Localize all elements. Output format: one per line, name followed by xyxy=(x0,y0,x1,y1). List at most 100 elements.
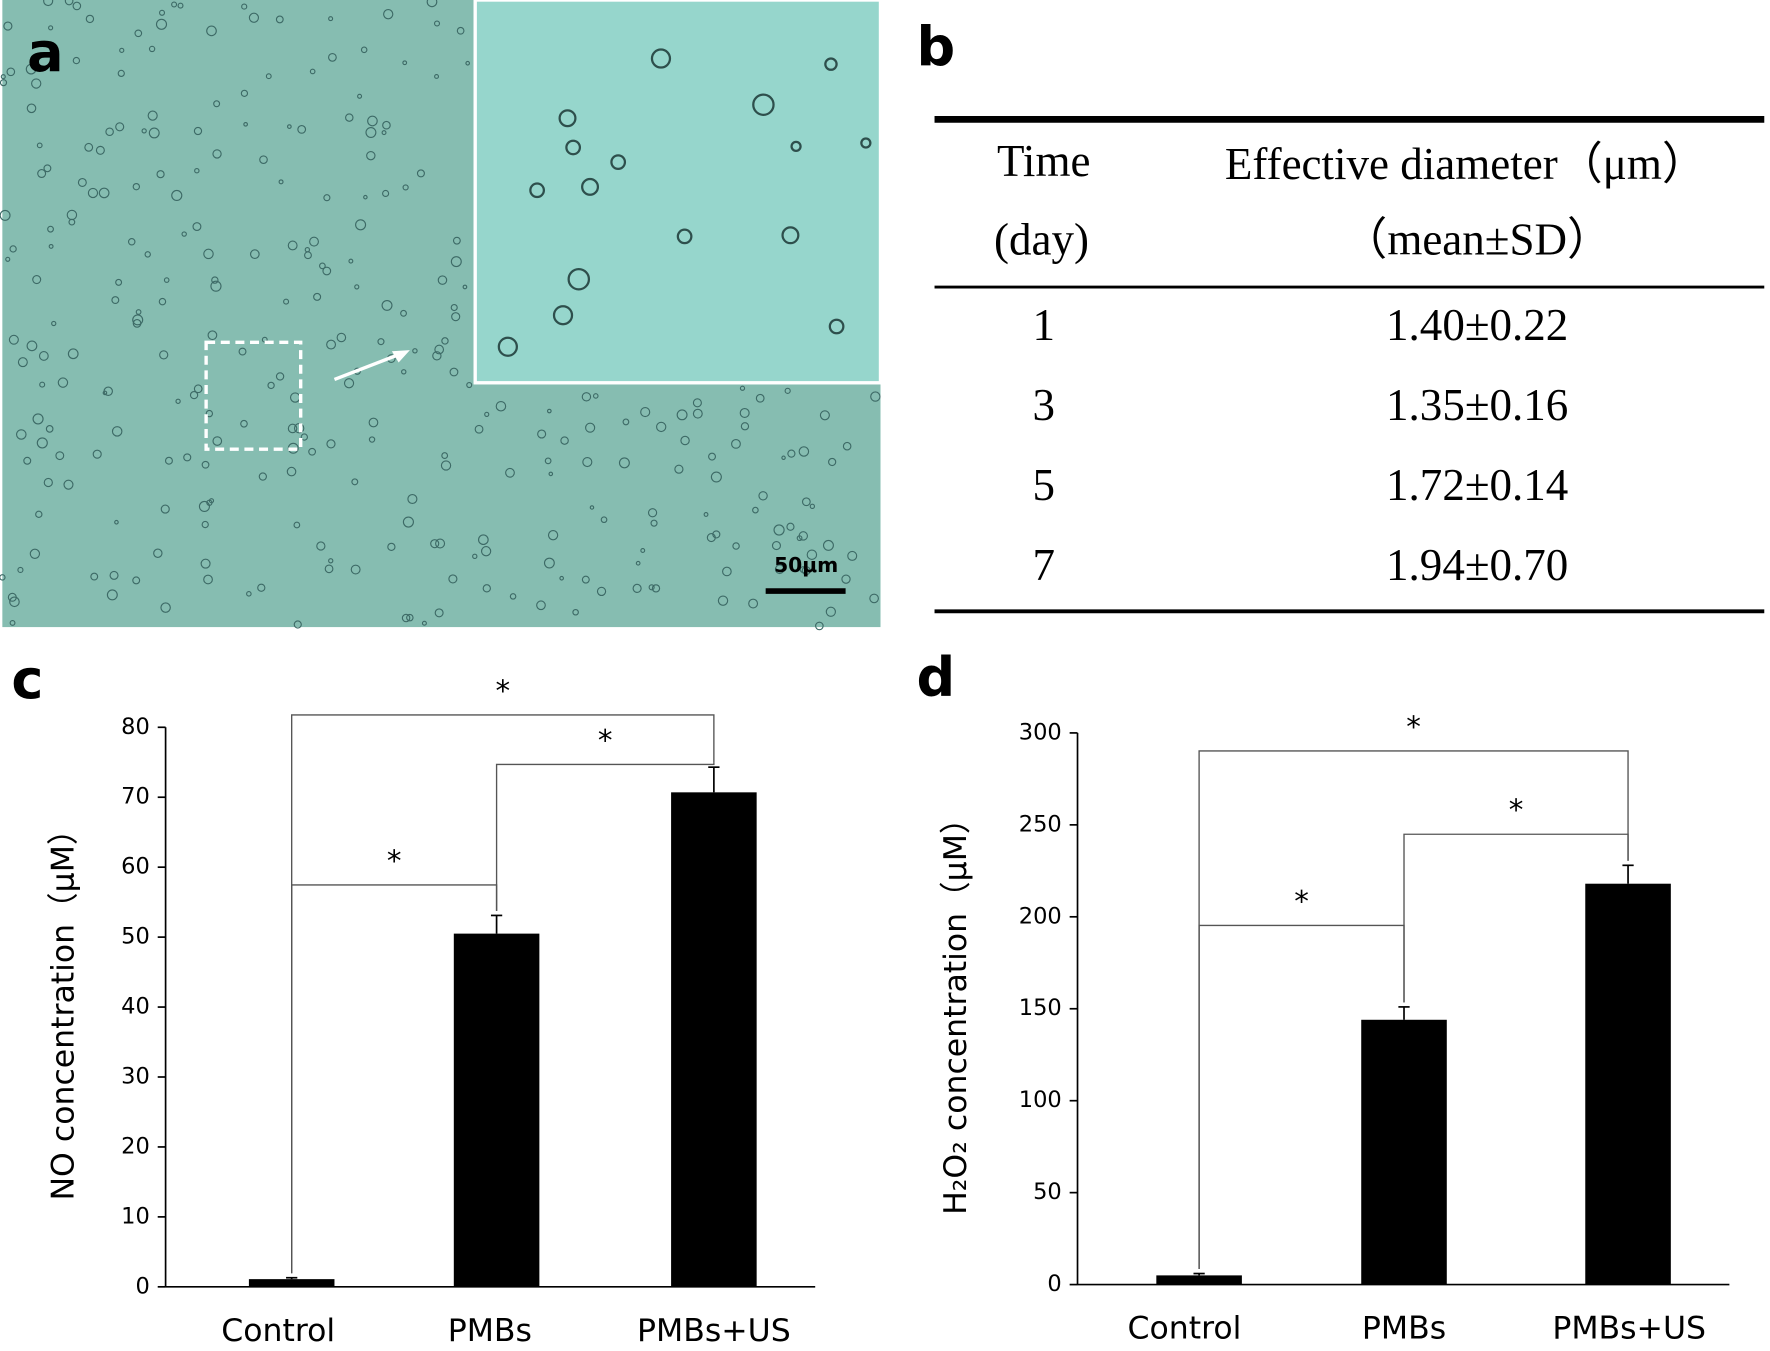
y-tick-label: 0 xyxy=(136,1273,150,1299)
bubble xyxy=(16,429,27,440)
table-header: Time xyxy=(997,136,1090,186)
bubble xyxy=(480,546,492,557)
bubble xyxy=(640,407,651,418)
bubble xyxy=(200,558,211,569)
bubble xyxy=(210,280,222,292)
bubble xyxy=(847,550,858,561)
bubble xyxy=(258,472,267,481)
bubble xyxy=(189,390,199,400)
bubble xyxy=(806,549,818,560)
table-cell: 1.35±0.16 xyxy=(1386,380,1568,430)
inset xyxy=(473,0,883,385)
bubble xyxy=(39,381,46,388)
y-tick-label: 60 xyxy=(121,854,150,880)
bubble xyxy=(92,449,102,459)
bubble xyxy=(529,182,545,199)
bubble xyxy=(732,542,740,550)
bubble xyxy=(257,583,266,592)
bubble xyxy=(426,0,438,8)
bubble xyxy=(572,608,579,616)
bubble xyxy=(402,184,409,191)
y-axis-label: H₂O₂ concentration（μM） xyxy=(938,803,974,1215)
bubble xyxy=(77,177,87,187)
bubble xyxy=(406,613,414,622)
bubble xyxy=(771,541,782,551)
bubble xyxy=(381,130,387,136)
bubble xyxy=(819,410,830,421)
microbubbles xyxy=(0,0,881,631)
bubble xyxy=(381,299,393,311)
bubble xyxy=(680,435,690,446)
inset-microbubbles xyxy=(497,48,872,357)
bubble xyxy=(383,9,394,20)
significance-bracket xyxy=(1198,750,1629,1270)
bubble xyxy=(95,145,105,155)
bubble xyxy=(328,16,334,22)
bubble xyxy=(758,491,768,501)
bubble xyxy=(328,558,334,564)
x-tick-label: Control xyxy=(221,1313,335,1349)
bubble xyxy=(336,332,347,343)
bubble xyxy=(452,236,461,245)
bubble xyxy=(212,436,223,446)
bubble xyxy=(505,467,515,478)
y-tick-label: 100 xyxy=(1019,1087,1062,1113)
bubble xyxy=(348,258,354,264)
bubble xyxy=(55,451,65,461)
bubble xyxy=(343,378,355,389)
bubble xyxy=(153,548,163,558)
bubble xyxy=(205,409,214,418)
table-header: （mean±SD） xyxy=(1342,215,1612,265)
table-cell: 7 xyxy=(1032,540,1055,590)
bubble xyxy=(706,533,716,543)
bubble xyxy=(72,56,81,65)
y-tick-label: 20 xyxy=(121,1133,150,1159)
bubble xyxy=(164,456,173,465)
bubble xyxy=(407,493,418,505)
bubble xyxy=(692,408,703,419)
bubble xyxy=(596,586,607,597)
scale-label: 50μm xyxy=(774,553,838,577)
bubble xyxy=(441,337,449,345)
bubble xyxy=(206,25,217,37)
y-tick-label: 30 xyxy=(121,1064,150,1090)
table-header: (day) xyxy=(994,215,1089,265)
bubble xyxy=(0,74,6,80)
bubble xyxy=(365,127,377,138)
bubble xyxy=(798,531,809,541)
bubble xyxy=(287,124,292,129)
bubble xyxy=(32,275,42,285)
bubble xyxy=(194,167,200,174)
arrow-head xyxy=(391,350,410,363)
bubble xyxy=(283,298,290,305)
bubble xyxy=(560,436,569,445)
bubble xyxy=(135,309,142,315)
bubble xyxy=(585,422,596,433)
bubble xyxy=(160,504,170,514)
bubble xyxy=(26,340,38,352)
table-cell: 1.40±0.22 xyxy=(1386,300,1568,350)
bubble xyxy=(722,566,732,577)
bubble xyxy=(433,20,441,27)
bubble xyxy=(748,598,759,609)
table-cell: 1.94±0.70 xyxy=(1386,540,1568,590)
bubble xyxy=(31,78,42,89)
bar xyxy=(248,1279,335,1287)
significance-bracket xyxy=(495,762,715,911)
bubble xyxy=(0,574,6,581)
bubble xyxy=(316,541,326,551)
bubble xyxy=(322,266,332,276)
bubble xyxy=(708,452,717,461)
bubble xyxy=(822,539,834,551)
bubble xyxy=(474,424,484,434)
bubble xyxy=(156,170,165,179)
bubble xyxy=(497,336,518,357)
bubble xyxy=(87,187,99,199)
bubble xyxy=(132,314,144,326)
bubble xyxy=(536,600,546,611)
bubble xyxy=(326,339,337,350)
bubble xyxy=(546,408,552,414)
bubble xyxy=(600,516,608,524)
bubble xyxy=(324,564,334,574)
